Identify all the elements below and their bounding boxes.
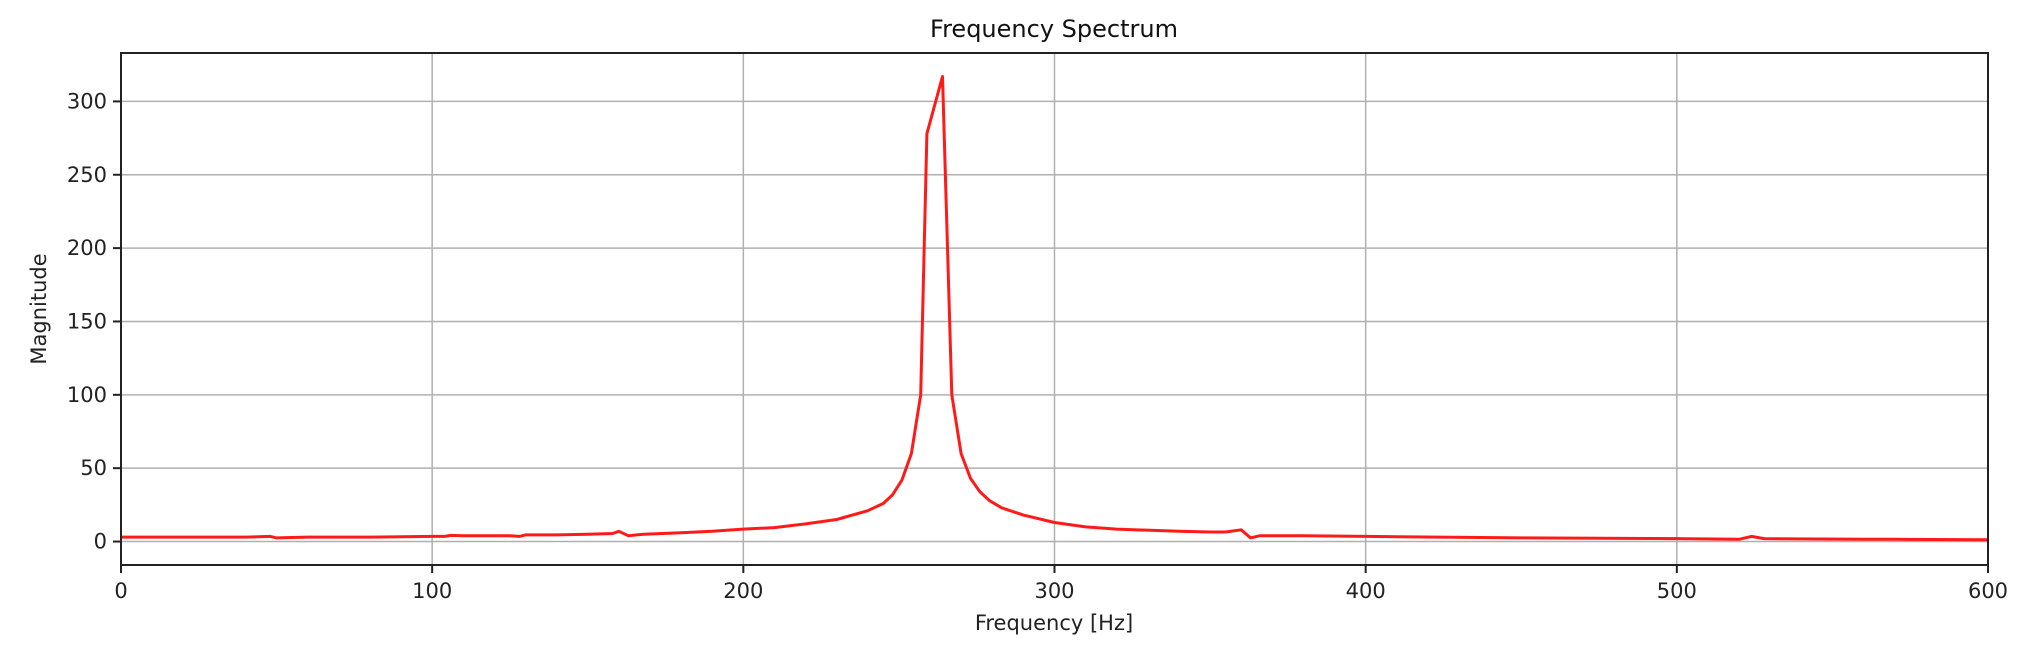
chart-title: Frequency Spectrum bbox=[930, 15, 1178, 43]
x-tick-label: 400 bbox=[1346, 579, 1386, 603]
y-tick-label: 50 bbox=[80, 456, 107, 480]
ticks-layer: 0 100 200 300 400 500 600 0 50 100 150 200 250 300 bbox=[67, 89, 2008, 603]
y-tick-label: 300 bbox=[67, 89, 107, 113]
x-tick-label: 100 bbox=[412, 579, 452, 603]
grid-lines bbox=[120, 53, 1989, 565]
y-tick-label: 250 bbox=[67, 163, 107, 187]
y-axis-label: Magnitude bbox=[27, 253, 51, 364]
series-layer bbox=[121, 75, 1989, 542]
y-tick-label: 0 bbox=[94, 530, 107, 554]
spectrum-line bbox=[121, 75, 1989, 542]
x-axis-label: Frequency [Hz] bbox=[975, 611, 1133, 635]
x-tick-label: 500 bbox=[1657, 579, 1697, 603]
x-tick-label: 300 bbox=[1034, 579, 1074, 603]
y-tick-label: 100 bbox=[67, 383, 107, 407]
y-tick-label: 200 bbox=[67, 236, 107, 260]
x-tick-label: 200 bbox=[723, 579, 763, 603]
x-tick-label: 600 bbox=[1968, 579, 2008, 603]
x-tick-label: 0 bbox=[114, 579, 127, 603]
y-tick-label: 150 bbox=[67, 309, 107, 333]
